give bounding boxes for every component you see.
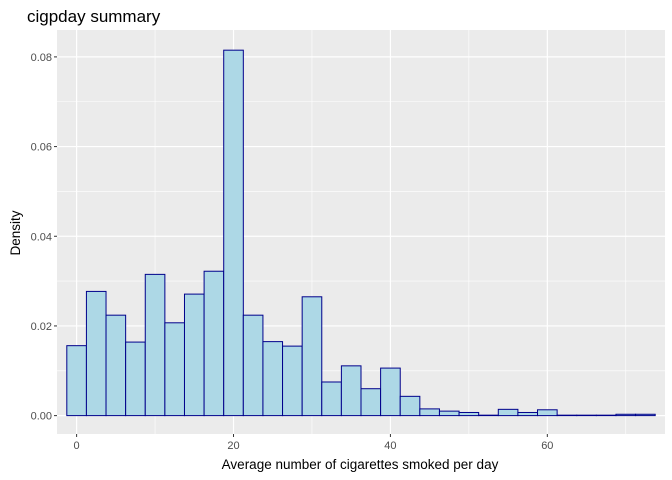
histogram-bar [458,411,480,417]
x-axis-ticks: 0 20 40 60 [74,434,553,452]
histogram-bar [419,408,440,417]
histogram-bar [360,388,382,417]
histogram-bar [85,290,107,417]
y-tick-label: 0.08 [31,52,52,64]
y-axis-ticks: 0.00 0.02 0.04 0.06 0.08 [31,52,57,423]
histogram-bar [340,365,362,417]
chart-title: cigpday summary [27,7,161,26]
histogram-bar [321,381,342,417]
x-tick-label: 20 [227,440,239,452]
y-tick-label: 0.06 [31,142,52,154]
histogram-bar [203,270,225,417]
histogram-bar [380,367,401,417]
histogram-bar [301,296,323,417]
y-tick-label: 0.04 [31,231,52,243]
histogram-bars [66,49,656,417]
x-tick-label: 0 [74,440,80,452]
minor-gridlines [57,30,665,434]
histogram-bar [282,345,303,417]
histogram-bar [262,341,284,417]
histogram-bar [66,345,87,417]
histogram-bar [399,395,421,417]
histogram-bar [183,293,205,417]
y-axis-title: Density [8,210,23,255]
histogram-bar [164,322,185,417]
histogram-bar [105,314,127,417]
y-tick-label: 0.02 [31,321,52,333]
x-axis-title: Average number of cigarettes smoked per … [222,457,499,472]
x-tick-label: 60 [541,440,553,452]
histogram-bar [144,273,166,417]
histogram-bar [517,411,539,417]
histogram-bar [242,314,264,417]
histogram-bar [223,49,244,417]
histogram-bar [635,413,656,417]
histogram-bar [537,409,558,417]
histogram-bar [497,408,519,417]
histogram-bar [615,413,637,417]
x-tick-label: 40 [384,440,396,452]
histogram-bar [438,410,460,417]
y-tick-label: 0.00 [31,411,52,423]
histogram-bar [125,341,146,417]
